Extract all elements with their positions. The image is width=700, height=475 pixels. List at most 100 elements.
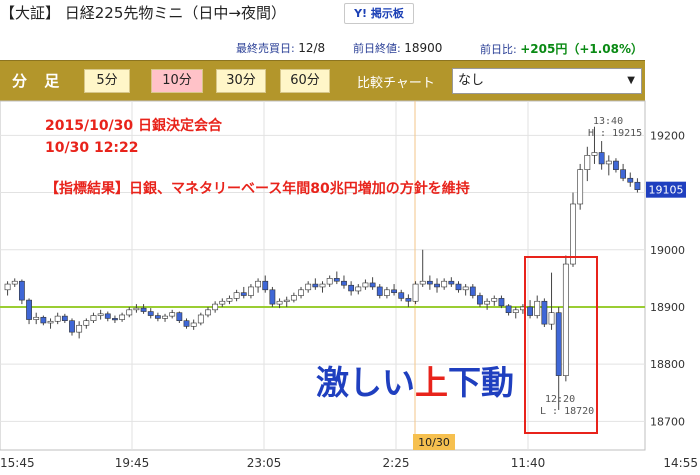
candle	[240, 286, 247, 299]
candle-body	[248, 286, 254, 296]
candle-body	[212, 303, 219, 311]
candle	[183, 318, 190, 329]
candle-body	[26, 299, 32, 320]
candle	[391, 284, 397, 296]
annotation-event-line: 2015/10/30 日銀決定会合	[45, 117, 223, 134]
candle	[469, 284, 476, 299]
x-tick-label: 19:45	[115, 456, 150, 470]
candle-body	[69, 320, 75, 333]
candle	[326, 275, 333, 287]
candle	[255, 278, 261, 293]
candle	[248, 284, 254, 299]
candle-body	[527, 306, 533, 316]
candle	[620, 163, 627, 182]
candle	[104, 311, 111, 322]
candle	[33, 312, 40, 325]
candle-body	[83, 320, 90, 326]
candle	[534, 295, 541, 319]
candle-body	[419, 280, 426, 285]
candle-body	[197, 314, 204, 324]
candle-body	[269, 289, 276, 305]
candle-body	[605, 160, 612, 165]
candle	[4, 281, 11, 296]
candle	[319, 281, 326, 293]
timeframe-10min-button[interactable]: 10分	[151, 69, 203, 93]
candle	[140, 304, 147, 314]
toolbar-label: 分 足	[12, 72, 66, 90]
candle-body	[283, 299, 290, 302]
current-price-tag	[646, 181, 686, 198]
candle-body	[147, 311, 154, 316]
y-axis-ticks: 187001880018900190001910019200	[650, 129, 685, 428]
candle-body	[498, 298, 505, 307]
y-tick-label: 19200	[650, 129, 685, 142]
candle-body	[233, 292, 240, 299]
candle-body	[140, 307, 147, 312]
compare-chart-select[interactable]: なし ▼	[452, 68, 642, 94]
candle-body	[4, 283, 11, 291]
candle	[298, 286, 304, 299]
candle	[627, 172, 634, 187]
candle	[276, 298, 283, 309]
candle-body	[412, 283, 419, 302]
candle	[76, 321, 83, 339]
timeframe-5min-button[interactable]: 5分	[84, 69, 130, 93]
compare-chart-label: 比較チャート	[357, 76, 435, 91]
candle	[634, 178, 641, 193]
y-tick-label: 18700	[650, 415, 685, 428]
candle-body	[298, 289, 304, 296]
annotation-time-line: 10/30 12:22	[45, 140, 139, 156]
candle	[341, 275, 347, 289]
candle	[47, 318, 54, 329]
candle	[283, 296, 290, 307]
x-tick-label: 14:55	[663, 456, 698, 470]
timeframe-60min-button[interactable]: 60分	[280, 69, 330, 93]
candle	[448, 277, 455, 287]
compare-chart-value: なし	[458, 73, 485, 88]
x-tick-label: 2:25	[383, 456, 410, 470]
candle-body	[570, 203, 576, 265]
last-trade-value: 12/8	[298, 41, 326, 55]
candle	[555, 306, 562, 410]
prev-close-label: 前日終値:	[353, 42, 401, 55]
timeframe-30min-button[interactable]: 30分	[216, 69, 266, 93]
y-tick-label: 18800	[650, 358, 685, 371]
prev-close-value: 18900	[404, 41, 443, 55]
candle-body	[169, 312, 176, 317]
candle	[312, 278, 319, 290]
candle	[61, 313, 68, 323]
highlight-box	[524, 256, 598, 434]
candle	[384, 286, 390, 299]
candle	[262, 275, 269, 293]
change: 前日比: +205円（+1.08%）	[480, 40, 643, 57]
candle	[40, 315, 47, 326]
last-trade-day: 最終売買日: 12/8	[236, 40, 325, 56]
candle	[126, 306, 133, 318]
candle-body	[426, 280, 433, 285]
candle	[491, 295, 498, 306]
candle	[69, 318, 75, 336]
candle	[441, 278, 448, 290]
candle-body	[112, 318, 118, 321]
candle-body	[591, 152, 598, 156]
headline-part-2: 上	[415, 363, 448, 402]
candle-body	[33, 316, 40, 320]
y-tick-label: 18900	[650, 301, 685, 314]
candle-body	[226, 298, 233, 302]
candle-body	[126, 309, 133, 316]
headline-part-1: 激しい	[316, 363, 415, 402]
candle	[190, 319, 197, 330]
candle-body	[634, 181, 641, 190]
candle	[527, 300, 533, 319]
candle	[90, 312, 97, 323]
x-axis-ticks: 15:45 19:45 23:05 2:25 11:40 14:55	[0, 456, 698, 470]
candle-body	[577, 169, 584, 205]
candle-body	[119, 314, 125, 320]
candle-body	[469, 286, 476, 296]
candle	[362, 279, 369, 290]
message-board-button[interactable]: Y! 掲示板	[344, 3, 414, 24]
candle-body	[455, 283, 462, 291]
candle	[498, 295, 505, 309]
candle	[26, 298, 32, 325]
